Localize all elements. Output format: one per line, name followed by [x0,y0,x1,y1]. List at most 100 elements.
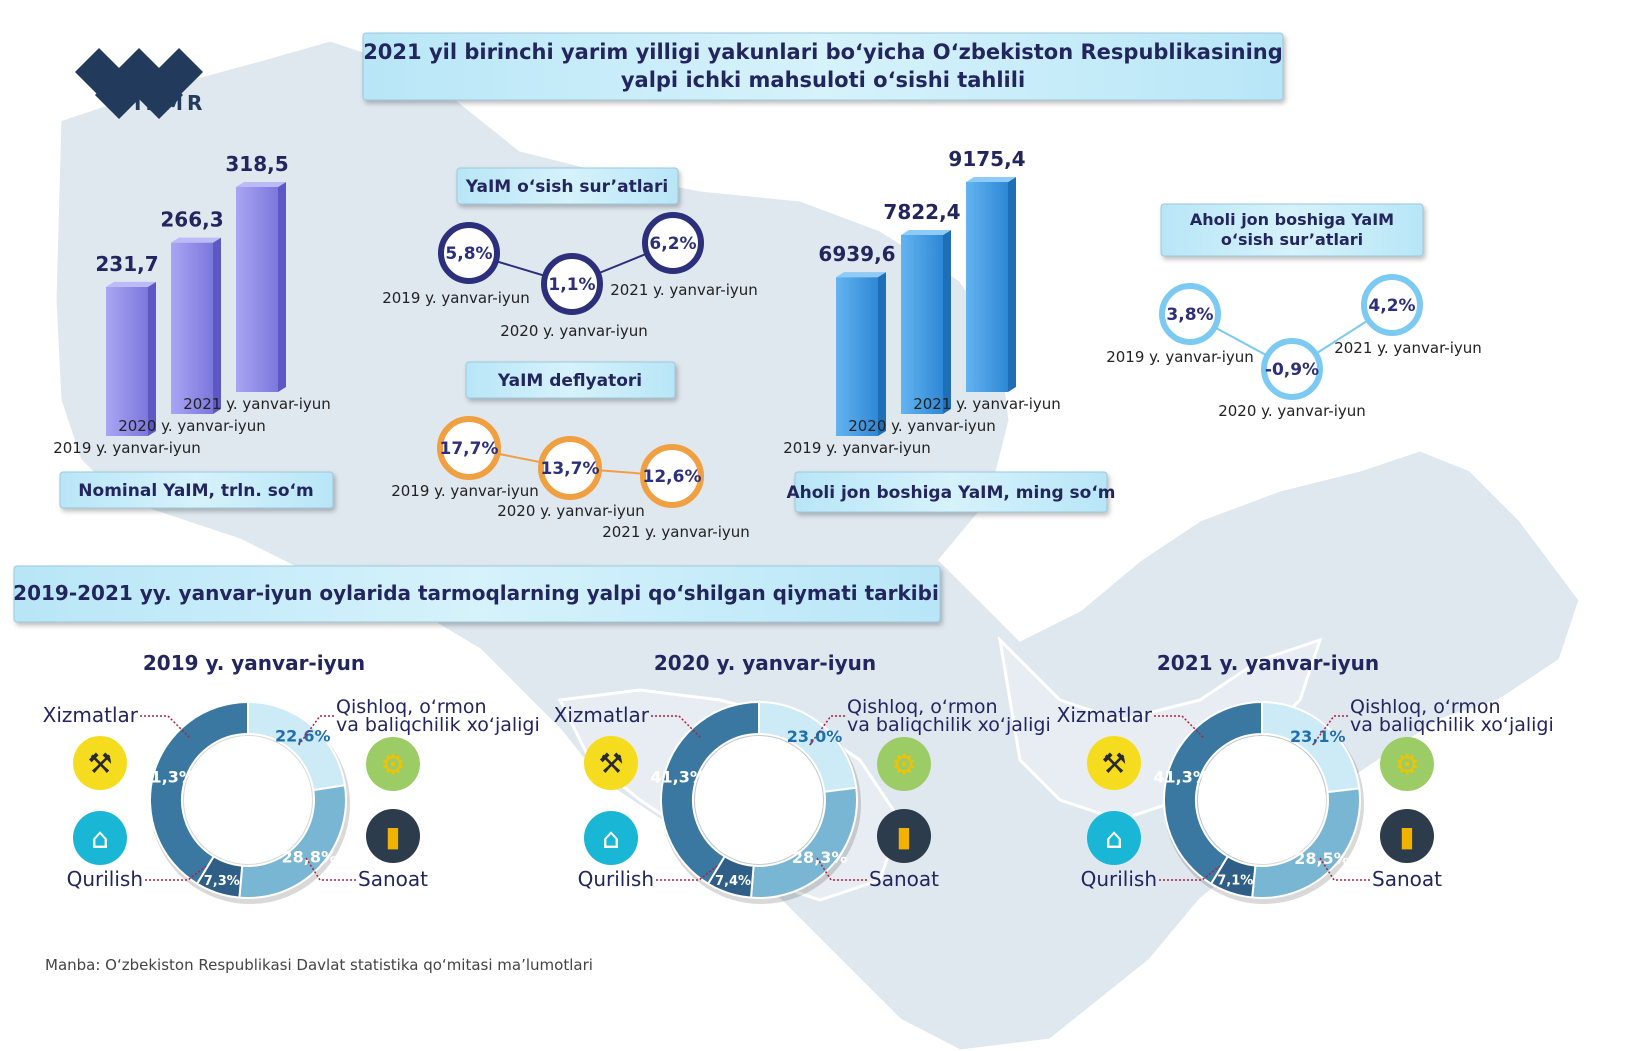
title-line-1: 2021 yil birinchi yarim yilligi yakunlar… [363,40,1283,64]
nominal-bar-side-2 [278,182,286,392]
donut-0-factory-icon-glyph: ▮ [385,820,400,853]
growth-value-label-0: 5,8% [445,244,492,264]
donut-1-industry-leader [816,857,867,881]
deflator-value-label-0: 17,7% [440,439,499,459]
donut-0-services-leader [140,715,191,739]
donut-0-title: 2019 y. yanvar-iyun [143,651,365,675]
nominal-bar-top-2 [236,182,286,187]
donut-2: 2021 y. yanvar-iyun 23,1% 28,5% 7,1% 41,3% Xi… [1057,651,1554,904]
donut-2-slice-label-3: 41,3% [1153,767,1209,786]
donut-1-slice-label-2: 7,4% [715,874,751,889]
donut-2-industry-label: Sanoat [1372,867,1442,891]
per-capita-gdp-chart: 6939,6 2019 y. yanvar-iyun 7822,4 2020 y. y… [783,147,1061,457]
donut-1-crane-icon-glyph: ⌂ [602,822,620,855]
donut-2-tools-icon [1087,736,1141,790]
ifmr-logo: IFMR [74,47,204,120]
donut-1-services-label: Xizmatlar [554,703,650,727]
growth-value-label-1: 1,1% [548,275,595,295]
nominal-bar-1 [171,242,213,414]
nominal-value-label-1: 266,3 [160,208,223,232]
donut-2-crane-icon [1087,811,1141,865]
deflator-title: YaIM deflyatori [497,371,642,391]
per-capita-growth-title-2: o‘sish sur’atlari [1221,230,1363,249]
percapita-bar-side-0 [878,272,886,436]
donut-2-factory-icon [1380,809,1434,863]
deflator-value-label-1: 13,7% [541,459,600,479]
growth-point-0 [438,222,500,284]
donut-1-tractor-icon [877,737,931,791]
donut-1-crane-icon [584,811,638,865]
structure-title: 2019-2021 yy. yanvar-iyun oylarida tarmo… [13,581,939,605]
pcgrowth-value-label-1: -0,9% [1265,360,1319,380]
donut-0-tractor-icon [366,737,420,791]
donut-0-tractor-icon-glyph: ⚙ [380,748,405,781]
pcgrowth-point-1 [1261,338,1323,400]
donut-2-agri-leader [1311,715,1348,747]
donut-2-title: 2021 y. yanvar-iyun [1157,651,1379,675]
growth-category-label-1: 2020 y. yanvar-iyun [500,322,648,340]
donut-1-title: 2020 y. yanvar-iyun [654,651,876,675]
nominal-gdp-label-box: Nominal YaIM, trln. so‘m [59,471,334,509]
deflator-point-0 [437,416,501,480]
percapita-value-label-2: 9175,4 [948,147,1025,171]
nominal-category-label-0: 2019 y. yanvar-iyun [53,439,201,457]
nominal-category-label-2: 2021 y. yanvar-iyun [183,395,331,413]
deflator-title-box: YaIM deflyatori [465,361,676,399]
structure-banner: 2019-2021 yy. yanvar-iyun oylarida tarmo… [13,565,941,623]
donut-2-factory-icon-glyph: ▮ [1399,820,1414,853]
donut-2-construction-label: Qurilish [1081,867,1157,891]
donut-0-slice-3 [149,700,249,886]
donut-2-slice-label-2: 7,1% [1217,874,1253,889]
per-capita-growth-title-box: Aholi jon boshiga YaIM o‘sish sur’atlari [1160,203,1424,257]
growth-point-2 [642,212,704,274]
donut-2-agri-label-1: Qishloq, o‘rmon [1350,696,1501,718]
nominal-bar-side-0 [148,281,156,436]
donut-1-factory-icon [877,809,931,863]
deflator-category-label-2: 2021 y. yanvar-iyun [602,523,750,541]
donut-1-tractor-icon-glyph: ⚙ [891,748,916,781]
percapita-category-label-2: 2021 y. yanvar-iyun [913,395,1061,413]
donut-2-services-label: Xizmatlar [1057,703,1153,727]
pcgrowth-value-label-0: 3,8% [1166,305,1213,325]
percapita-category-label-1: 2020 y. yanvar-iyun [848,417,996,435]
donut-0-agri-leader [297,715,334,747]
donut-2-tractor-icon-glyph: ⚙ [1394,748,1419,781]
donut-0-agri-label-2: va baliqchilik xo‘jaligi [336,714,540,736]
growth-point-1 [541,253,603,315]
nominal-bar-top-1 [171,237,221,243]
title-banner: 2021 yil birinchi yarim yilligi yakunlar… [362,32,1284,101]
percapita-bar-side-1 [943,229,951,414]
nominal-gdp-chart: 231,7 2019 y. yanvar-iyun 266,3 2020 y. yan… [53,152,331,457]
donut-1-slice-label-1: 28,3% [792,848,848,867]
pcgrowth-value-label-2: 4,2% [1368,296,1415,316]
donut-1-slice-label-3: 41,3% [650,767,706,786]
source-note: Manba: O‘zbekiston Respublikasi Davlat s… [45,956,593,974]
title-line-2: yalpi ichki mahsuloti o‘sishi tahlili [621,68,1025,92]
donut-1-agri-label-2: va baliqchilik xo‘jaligi [847,714,1051,736]
donut-1-agri-leader [808,715,845,747]
nominal-value-label-0: 231,7 [95,252,158,276]
gdp-growth-chart: 5,8% 2019 y. yanvar-iyun 1,1% 2020 y. yanva… [382,212,758,340]
donut-1-construction-label: Qurilish [578,867,654,891]
donut-2-tools-icon-glyph: ⚒ [1101,747,1126,780]
donut-0-slice-label-0: 22,6% [275,726,331,745]
donut-1-tools-icon [584,736,638,790]
per-capita-label: Aholi jon boshiga YaIM, ming so‘m [786,483,1115,503]
percapita-value-label-1: 7822,4 [883,200,960,224]
donut-0-crane-icon-glyph: ⌂ [91,822,109,855]
pcgrowth-category-label-0: 2019 y. yanvar-iyun [1106,348,1254,366]
donut-0-agri-label-1: Qishloq, o‘rmon [336,696,487,718]
donut-0-factory-icon [366,809,420,863]
pcgrowth-category-label-2: 2021 y. yanvar-iyun [1334,339,1482,357]
donut-0-slice-label-3: 41,3% [139,767,195,786]
deflator-point-1 [538,436,602,500]
donut-0-crane-icon [73,811,127,865]
donut-0-slice-label-1: 28,8% [281,848,337,867]
deflator-category-label-1: 2020 y. yanvar-iyun [497,502,645,520]
donut-2-tractor-icon [1380,737,1434,791]
donut-0-tools-icon [73,736,127,790]
percapita-bar-0 [836,277,878,436]
percapita-value-label-0: 6939,6 [818,242,895,266]
